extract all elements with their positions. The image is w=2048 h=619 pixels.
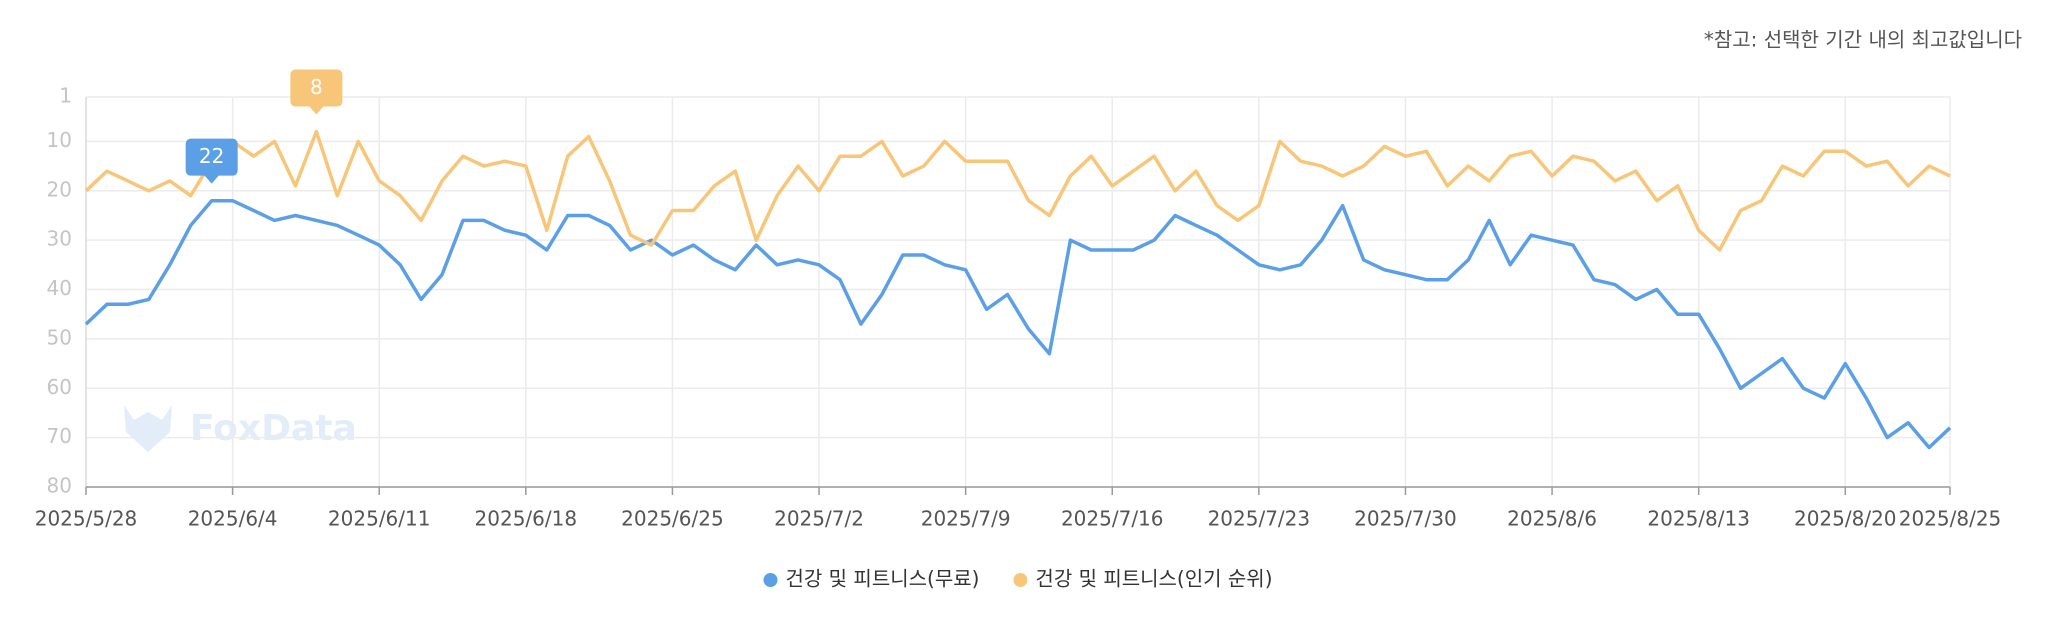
- watermark: FoxData: [190, 408, 357, 449]
- y-tick-label: 10: [47, 128, 72, 152]
- peak-label: 22: [199, 144, 224, 168]
- x-tick-label: 2025/6/18: [475, 507, 578, 531]
- x-tick-label: 2025/6/4: [188, 507, 278, 531]
- x-tick-label: 2025/8/25: [1899, 507, 2002, 531]
- peak-bubble: [290, 69, 343, 115]
- y-tick-label: 1: [59, 84, 72, 108]
- x-tick-label: 2025/7/16: [1061, 507, 1164, 531]
- x-tick-label: 2025/7/9: [921, 507, 1011, 531]
- y-tick-label: 20: [47, 177, 72, 201]
- x-tick-label: 2025/8/20: [1794, 507, 1897, 531]
- x-tick-label: 2025/6/11: [328, 507, 431, 531]
- y-tick-label: 40: [47, 276, 72, 300]
- peak-marker: 8: [290, 69, 343, 115]
- y-tick-label: 50: [47, 325, 72, 349]
- x-tick-label: 2025/6/25: [621, 507, 724, 531]
- x-tick-label: 2025/8/13: [1647, 507, 1750, 531]
- series-line: [84, 198, 1952, 450]
- note: *참고: 선택한 기간 내의 최고값입니다: [1704, 28, 2022, 52]
- legend: 건강 및 피트니스(무료) 건강 및 피트니스(인기 순위): [763, 567, 1273, 591]
- y-tick-label: 60: [47, 375, 72, 399]
- legend-dot: [763, 573, 778, 587]
- x-tick-label: 2025/7/23: [1208, 507, 1311, 531]
- x-tick-label: 2025/7/30: [1354, 507, 1457, 531]
- y-tick-label: 30: [47, 227, 72, 251]
- peak-label: 8: [310, 75, 323, 99]
- series-line: [84, 129, 1951, 252]
- legend-dot: [1013, 573, 1028, 587]
- y-tick-label: 70: [47, 424, 72, 448]
- watermark-icon: [124, 405, 172, 452]
- x-tick-label: 2025/8/6: [1507, 507, 1597, 531]
- x-tick-label: 2025/7/2: [774, 507, 864, 531]
- x-tick-label: 2025/5/28: [35, 507, 138, 531]
- legend-label: 건강 및 피트니스(인기 순위): [1035, 567, 1272, 591]
- peak-marker: 22: [185, 138, 238, 184]
- peak-bubble: [185, 138, 238, 184]
- legend-label: 건강 및 피트니스(무료): [786, 567, 980, 591]
- y-tick-label: 80: [47, 474, 72, 498]
